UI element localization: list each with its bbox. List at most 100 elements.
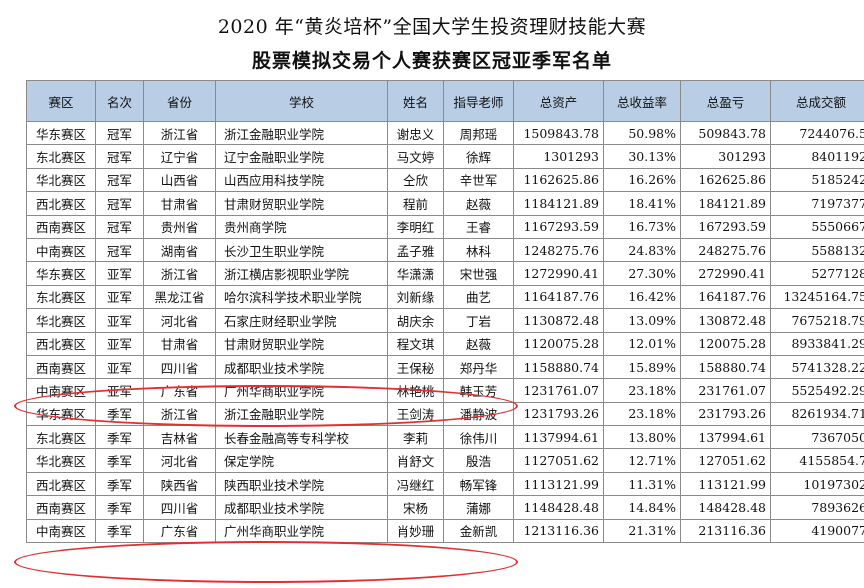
cell-total-turnover: 7893626	[770, 495, 864, 520]
cell-school: 山西应用科技学院	[215, 167, 388, 193]
cell-advisor: 周邦瑶	[443, 120, 514, 146]
cell-rank: 季军	[95, 401, 144, 427]
cell-total-return: 14.84%	[603, 495, 681, 520]
cell-total-pnl: 167293.59	[680, 214, 771, 239]
cell-total-return: 23.18%	[603, 378, 681, 403]
table-row: 西北赛区 冠军 甘肃省 甘肃财贸职业学院 程前 赵薇 1184121.89 18.41% 184…	[26, 191, 864, 216]
cell-total-pnl: 272990.41	[680, 261, 771, 286]
cell-total-assets: 1231793.26	[513, 401, 604, 427]
cell-total-return: 15.89%	[603, 354, 681, 380]
cell-name: 华潇潇	[387, 261, 444, 286]
document-title: 2020 年“黄炎培杯”全国大学生投资理财技能大赛	[217, 16, 647, 38]
column-header-school: 学校	[215, 80, 388, 122]
table-row: 中南赛区 季军 广东省 广州华商职业学院 肖妙珊 金新凯 1213116.36 21.31% 2…	[26, 518, 864, 544]
cell-total-pnl: 120075.28	[680, 331, 771, 356]
table-row: 西南赛区 冠军 贵州省 贵州商学院 李明红 王睿 1167293.59 16.73% 16729…	[26, 214, 864, 239]
cell-total-assets: 1248275.76	[513, 237, 604, 263]
winners-table: 赛区 名次 省份 学校 姓名 指导老师 总资产 总收益率 总盈亏 总成交额 华东赛区 冠军 浙江省 浙江…	[26, 80, 864, 544]
cell-rank: 季军	[95, 425, 144, 450]
table-row: 华北赛区 季军 河北省 保定学院 肖舒文 殷浩 1127051.62 12.71% 127051…	[26, 448, 864, 473]
cell-total-assets: 1148428.48	[513, 495, 604, 520]
cell-total-assets: 1272990.41	[513, 261, 604, 286]
cell-name: 肖妙珊	[387, 518, 444, 544]
column-header-total-return: 总收益率	[603, 80, 681, 122]
cell-rank: 季军	[95, 495, 144, 520]
cell-province: 四川省	[143, 354, 216, 380]
cell-advisor: 畅军锋	[443, 471, 514, 497]
table-row: 华东赛区 冠军 浙江省 浙江金融职业学院 谢忠义 周邦瑶 1509843.78 50.98% 5…	[26, 120, 864, 146]
cell-school: 贵州商学院	[215, 214, 388, 239]
cell-total-return: 30.13%	[603, 144, 681, 169]
cell-region: 东北赛区	[26, 425, 96, 450]
column-header-total-turnover: 总成交额	[770, 80, 864, 122]
cell-region: 华北赛区	[26, 167, 96, 193]
cell-total-pnl: 130872.48	[680, 308, 771, 333]
cell-region: 华北赛区	[26, 448, 96, 473]
cell-school: 浙江金融职业学院	[215, 401, 388, 427]
cell-rank: 亚军	[95, 378, 144, 403]
table-row: 华东赛区 亚军 浙江省 浙江横店影视职业学院 华潇潇 宋世强 1272990.41 27.30…	[26, 261, 864, 286]
cell-advisor: 赵薇	[443, 331, 514, 356]
cell-total-return: 16.26%	[603, 167, 681, 193]
cell-rank: 亚军	[95, 354, 144, 380]
cell-total-turnover: 5588132	[770, 237, 864, 263]
cell-total-turnover: 8401192	[770, 144, 864, 169]
cell-rank: 冠军	[95, 214, 144, 239]
highlight-oval-third-central-south	[14, 541, 518, 583]
cell-total-pnl: 184121.89	[680, 191, 771, 216]
cell-school: 哈尔滨科学技术职业学院	[215, 284, 388, 310]
cell-name: 李莉	[387, 425, 444, 450]
cell-total-pnl: 231761.07	[680, 378, 771, 403]
cell-region: 华东赛区	[26, 120, 96, 146]
cell-name: 谢忠义	[387, 120, 444, 146]
cell-rank: 冠军	[95, 191, 144, 216]
column-header-name: 姓名	[387, 80, 444, 122]
table-row: 中南赛区 亚军 广东省 广州华商职业学院 林艳桃 韩玉芳 1231761.07 23.18% 2…	[26, 378, 864, 403]
cell-total-turnover: 10197302	[770, 471, 864, 497]
cell-region: 西南赛区	[26, 214, 96, 239]
cell-school: 浙江金融职业学院	[215, 120, 388, 146]
cell-advisor: 金新凯	[443, 518, 514, 544]
cell-advisor: 王睿	[443, 214, 514, 239]
cell-region: 西北赛区	[26, 191, 96, 216]
cell-school: 长沙卫生职业学院	[215, 237, 388, 263]
cell-total-turnover: 7367050	[770, 425, 864, 450]
table-row: 东北赛区 亚军 黑龙江省 哈尔滨科学技术职业学院 刘新缘 曲艺 1164187.76 16.4…	[26, 284, 864, 310]
cell-total-return: 21.31%	[603, 518, 681, 544]
cell-advisor: 丁岩	[443, 308, 514, 333]
cell-advisor: 殷浩	[443, 448, 514, 473]
cell-province: 广东省	[143, 378, 216, 403]
cell-total-pnl: 164187.76	[680, 284, 771, 310]
cell-school: 石家庄财经职业学院	[215, 308, 388, 333]
cell-name: 胡庆余	[387, 308, 444, 333]
cell-school: 浙江横店影视职业学院	[215, 261, 388, 286]
cell-total-turnover: 7197377	[770, 191, 864, 216]
table-header: 赛区 名次 省份 学校 姓名 指导老师 总资产 总收益率 总盈亏 总成交额	[26, 80, 864, 122]
cell-region: 华东赛区	[26, 401, 96, 427]
header-row: 赛区 名次 省份 学校 姓名 指导老师 总资产 总收益率 总盈亏 总成交额	[26, 80, 864, 122]
cell-advisor: 林科	[443, 237, 514, 263]
cell-total-turnover: 8933841.29	[770, 331, 864, 356]
cell-total-assets: 1301293	[513, 144, 604, 169]
cell-rank: 冠军	[95, 167, 144, 193]
cell-rank: 季军	[95, 448, 144, 473]
cell-total-pnl: 213116.36	[680, 518, 771, 544]
cell-total-turnover: 8261934.71	[770, 401, 864, 427]
cell-total-return: 13.09%	[603, 308, 681, 333]
cell-name: 肖舒文	[387, 448, 444, 473]
cell-region: 西北赛区	[26, 331, 96, 356]
cell-total-return: 27.30%	[603, 261, 681, 286]
cell-school: 甘肃财贸职业学院	[215, 191, 388, 216]
cell-total-assets: 1231761.07	[513, 378, 604, 403]
cell-advisor: 徐伟川	[443, 425, 514, 450]
cell-province: 甘肃省	[143, 191, 216, 216]
cell-total-turnover: 5741328.22	[770, 354, 864, 380]
cell-province: 陕西省	[143, 471, 216, 497]
cell-name: 刘新缘	[387, 284, 444, 310]
cell-school: 长春金融高等专科学校	[215, 425, 388, 450]
cell-advisor: 郑丹华	[443, 354, 514, 380]
cell-rank: 季军	[95, 518, 144, 544]
table-body: 华东赛区 冠军 浙江省 浙江金融职业学院 谢忠义 周邦瑶 1509843.78 50.98% 5…	[26, 120, 864, 544]
cell-school: 广州华商职业学院	[215, 378, 388, 403]
table-row: 华北赛区 冠军 山西省 山西应用科技学院 仝欣 辛世军 1162625.86 16.26% 16…	[26, 167, 864, 193]
